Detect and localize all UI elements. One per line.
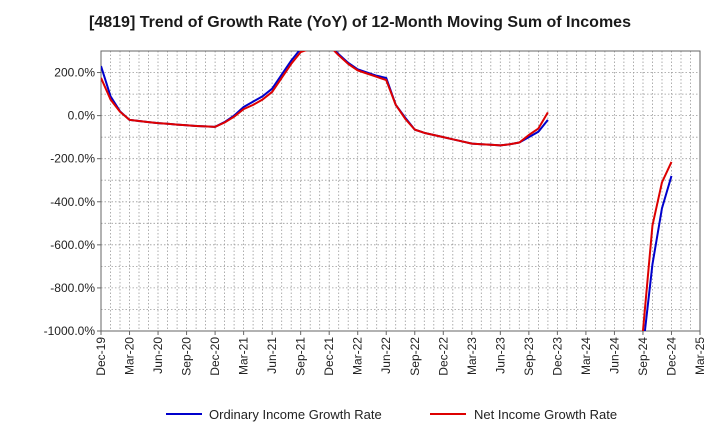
x-tick-label: Jun-20 <box>151 337 165 374</box>
y-tick-label: 0.0% <box>68 109 96 123</box>
chart-title: [4819] Trend of Growth Rate (YoY) of 12-… <box>89 14 631 31</box>
series-line-2 <box>101 51 673 331</box>
x-tick-label: Mar-20 <box>123 337 137 375</box>
x-tick-label: Mar-22 <box>351 337 365 375</box>
plot-frame <box>100 50 701 332</box>
x-tick-label: Mar-24 <box>579 337 593 375</box>
legend-label-2: Net Income Growth Rate <box>474 407 617 422</box>
x-tick-label: Sep-21 <box>294 337 308 376</box>
x-tick-label: Dec-24 <box>664 337 678 376</box>
legend-label-1: Ordinary Income Growth Rate <box>209 407 382 422</box>
x-tick-label: Sep-24 <box>636 337 650 376</box>
y-tick-label: -1000.0% <box>44 324 96 338</box>
y-tick-label: -400.0% <box>50 195 95 209</box>
x-tick-label: Jun-24 <box>607 337 621 374</box>
x-tick-label: Sep-22 <box>408 337 422 376</box>
x-tick-label: Dec-22 <box>436 337 450 376</box>
x-tick-label: Dec-21 <box>322 337 336 376</box>
x-tick-label: Dec-19 <box>94 337 108 376</box>
y-tick-label: -800.0% <box>50 281 95 295</box>
x-tick-label: Mar-21 <box>237 337 251 375</box>
x-tick-label: Jun-21 <box>265 337 279 374</box>
y-tick-label: -200.0% <box>50 152 95 166</box>
x-tick-label: Dec-23 <box>550 337 564 376</box>
y-tick-label: -600.0% <box>50 238 95 252</box>
x-tick-label: Mar-23 <box>465 337 479 375</box>
x-tick-label: Mar-25 <box>693 337 707 375</box>
x-tick-label: Jun-23 <box>493 337 507 374</box>
x-tick-label: Sep-23 <box>522 337 536 376</box>
x-tick-label: Sep-20 <box>180 337 194 376</box>
y-tick-label: 200.0% <box>54 66 95 80</box>
x-tick-label: Jun-22 <box>379 337 393 374</box>
x-tick-label: Dec-20 <box>208 337 222 376</box>
